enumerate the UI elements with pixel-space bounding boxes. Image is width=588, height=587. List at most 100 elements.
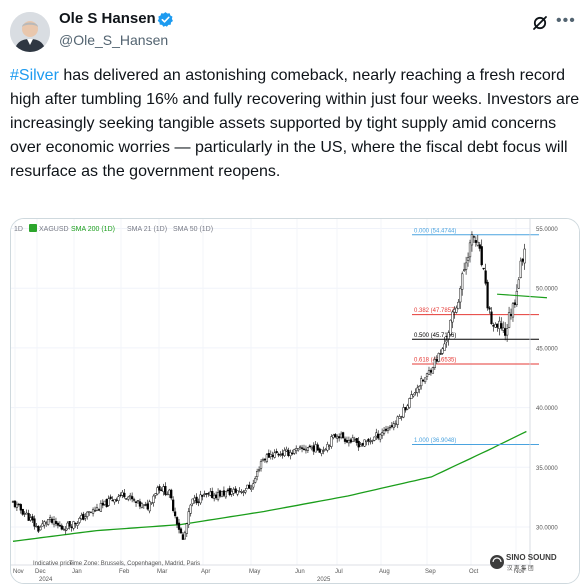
candle-body [45,522,48,524]
candle-body [222,490,226,496]
candle-body [93,510,97,512]
candle-body [365,440,368,442]
candle-body [478,244,481,249]
candle-body [134,501,138,503]
candle-body [68,521,71,527]
candle-body [152,495,155,503]
candle-body [269,454,272,458]
candle-body [62,528,65,531]
candle-body [199,494,202,504]
candle-body [459,288,462,303]
timeframe-label: 1D [14,226,23,233]
candle-body [441,348,444,354]
grok-icon[interactable] [532,15,548,31]
candle-body [435,359,438,362]
candle-body [25,512,28,515]
candle-body [187,511,190,525]
candle-body [404,407,407,411]
candle-body [443,343,446,351]
chart-image[interactable]: 0.000 (54.4744) 0.382 (47.7857) 0.500 (45.… [10,218,580,584]
legend-sma50: SMA 50 (1D) [173,226,213,233]
watermark-text-cn: 汉 声 集 团 [507,564,534,572]
candle-body [445,340,448,343]
candle-body [410,394,413,399]
candle-body [148,501,151,512]
candle-body [285,448,288,452]
time-axis: Nov Dec Jan Feb Mar Apr May Jun Jul Aug Sep Oct Nov 2… [13,569,525,583]
candle-body [15,503,19,508]
candle-body [318,448,321,453]
candle-body [257,469,261,471]
candle-body [494,324,497,328]
candle-body [488,307,491,310]
more-options-icon[interactable]: ••• [556,12,576,29]
candle-body [246,484,249,489]
candle-body [66,522,69,529]
candle-body [334,434,337,438]
avatar[interactable] [10,12,50,52]
candle-body [295,448,298,451]
sma50-line [497,293,548,299]
candle-body [168,489,171,495]
candle-body [324,449,327,451]
candle-body [267,453,270,458]
candle-body [414,392,417,394]
user-handle[interactable]: @Ole_S_Hansen [59,32,169,48]
watermark-logo: SINO SOUND 汉 声 集 团 [490,553,557,572]
watermark-logo-icon [490,555,504,569]
candle-body [216,492,220,500]
price-axis: 55.0000 50.0000 45.0000 40.0000 35.0000 30.00… [536,227,558,532]
candle-body [379,434,382,440]
candle-body [78,518,81,523]
candle-body [347,440,351,444]
candle-body [164,486,167,495]
post-text: #Silver has delivered an astonishing com… [10,64,580,184]
candle-body [144,504,147,506]
candle-body [336,436,339,439]
fib-label-f382: 0.382 (47.7857) [414,308,456,314]
candle-body [339,433,343,438]
candle-body [289,452,292,457]
candle-body [39,526,42,531]
candle-body [455,307,458,313]
candle-body [283,450,286,456]
candle-body [218,490,222,497]
candle-body [248,484,251,489]
candle-body [384,428,388,431]
candle-body [402,407,405,418]
candle-body [338,436,341,439]
candle-body [150,502,153,504]
candle-body [453,308,456,313]
candle-body [54,521,58,524]
candle-body [41,523,44,527]
hashtag-link[interactable]: #Silver [10,67,59,84]
candle-body [259,461,263,469]
candle-body [99,503,103,512]
year-label: 2025 [317,577,331,583]
candle-body [189,504,192,514]
price-chart: 0.000 (54.4744) 0.382 (47.7857) 0.500 (45.… [11,219,579,583]
display-name[interactable]: Ole S Hansen [59,10,156,27]
candle-body [121,491,124,496]
candle-body [449,319,452,335]
time-tick-label: Dec [35,569,46,575]
candle-body [105,499,108,507]
candle-body [123,492,126,498]
candle-body [158,486,161,491]
candle-body [476,241,479,246]
candle-body [345,440,349,443]
candle-body [33,518,36,527]
candle-body [95,507,99,511]
candle-body [127,496,130,500]
fib-label-f500: 0.500 (45.7196) [414,333,456,339]
candle-body [496,323,499,328]
candle-body [181,534,185,540]
time-tick-label: Mar [157,569,167,575]
candle-body [27,513,30,521]
candle-body [80,515,83,520]
candle-body [35,525,38,528]
candle-body [250,488,253,490]
candle-body [474,240,477,243]
sma200-line [12,430,527,542]
candle-body [234,488,237,493]
